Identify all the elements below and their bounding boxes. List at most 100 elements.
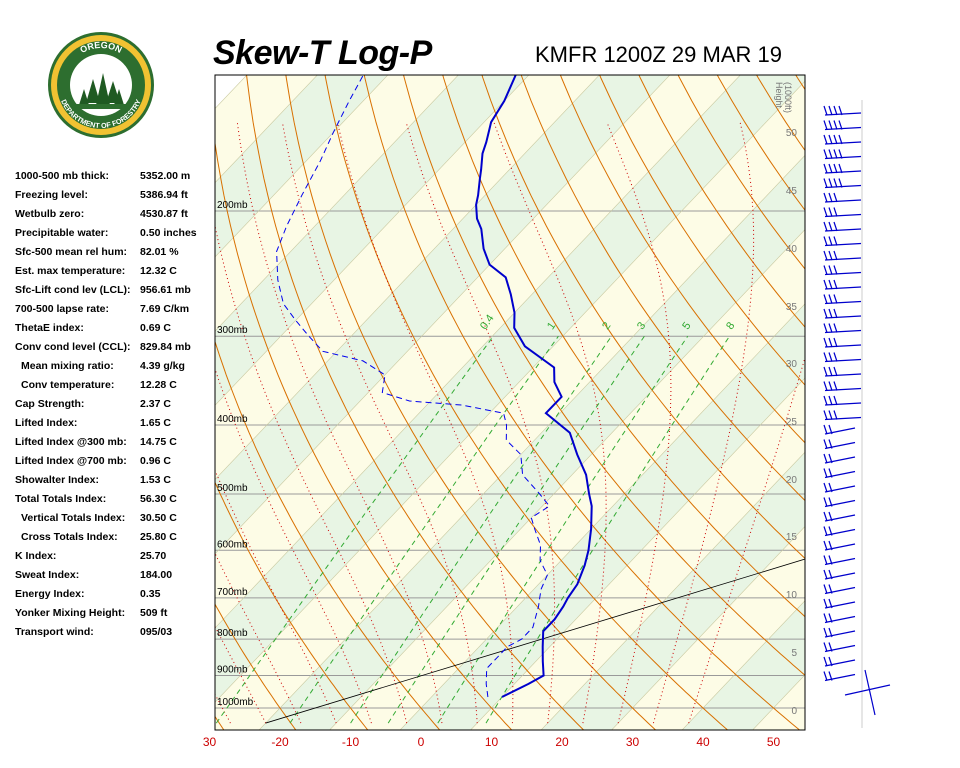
dry-adiabat <box>897 0 960 737</box>
wind-barb-flag <box>833 352 838 362</box>
temperature-tick-label: 10 <box>485 735 499 749</box>
stat-row: Sweat Index: 184.00 <box>15 568 215 587</box>
temperature-tick-label: -20 <box>271 735 289 749</box>
isotherm-line <box>215 80 805 703</box>
pressure-label: 700mb <box>217 587 248 598</box>
wind-barb <box>824 470 856 479</box>
wind-barb <box>824 373 862 377</box>
wind-barb-flag <box>833 178 838 188</box>
dry-adiabat <box>324 75 729 730</box>
stat-value: 30.50 C <box>140 512 177 524</box>
wind-barb-flag <box>828 163 833 174</box>
stat-value: 0.50 inches <box>140 227 197 239</box>
wind-barb-flag <box>823 453 828 464</box>
wind-barb-flag <box>838 149 843 159</box>
wind-barb <box>824 528 856 537</box>
wind-barb-flag <box>828 178 833 188</box>
stat-value: 0.96 C <box>140 455 171 467</box>
moist-adiabat <box>688 355 805 724</box>
stat-label: Cap Strength: <box>15 398 85 410</box>
mixing-ratio-line <box>437 335 689 724</box>
dry-adiabat <box>795 75 805 91</box>
isotherm-line <box>816 0 960 737</box>
moist-adiabat <box>606 122 672 724</box>
wind-barb-flag <box>823 178 828 188</box>
wind-barb-flag <box>823 627 828 638</box>
dry-adiabat <box>755 75 805 152</box>
pressure-label: 500mb <box>217 483 248 494</box>
stat-label: ThetaE index: <box>15 322 84 334</box>
height-axis-label: (1000ft) <box>783 82 793 113</box>
stat-value: 0.69 C <box>140 322 171 334</box>
pressure-label: 400mb <box>217 414 248 425</box>
stat-row: Total Totals Index: 56.30 C <box>15 492 215 511</box>
isotherm-band <box>400 303 805 730</box>
wind-barb-flag <box>823 221 828 232</box>
wind-barb-flag <box>823 149 828 159</box>
stat-row: Transport wind: 095/03 <box>15 625 215 644</box>
wind-barb-flag <box>823 395 828 406</box>
stat-label: 700-500 lapse rate: <box>15 303 109 315</box>
isotherm-band <box>215 81 805 730</box>
wind-barb <box>824 170 862 174</box>
wind-barb-flag <box>838 134 843 145</box>
pressure-label: 600mb <box>217 539 248 550</box>
wind-barb-flag <box>823 584 828 594</box>
stat-label: Lifted Index @300 mb: <box>15 436 127 448</box>
wind-barb <box>824 615 856 624</box>
pressure-label: 200mb <box>217 200 248 211</box>
wind-barb-flag <box>823 366 828 377</box>
mixing-ratio-label: 1 <box>545 320 558 332</box>
height-tick-label: 15 <box>786 532 798 543</box>
wind-barb-flag <box>828 192 833 203</box>
wind-barb-flag <box>833 279 838 290</box>
plot-frame <box>214 74 806 731</box>
stat-label: Vertical Totals Index: <box>21 512 126 524</box>
stat-label: Mean mixing ratio: <box>21 360 114 372</box>
stat-row: Cap Strength: 2.37 C <box>15 397 215 416</box>
wind-barb-flag <box>828 511 833 522</box>
wind-barb-flag <box>823 120 828 130</box>
isotherm-band <box>329 229 805 730</box>
height-tick-label: 0 <box>791 706 797 717</box>
isotherm-band <box>682 600 805 730</box>
wind-barb-flag <box>823 656 828 667</box>
wind-barb-flag <box>823 511 828 522</box>
stat-value: 12.28 C <box>140 379 177 391</box>
wind-barb-flag <box>823 468 828 478</box>
wind-barb <box>824 586 856 595</box>
wind-barb-flag <box>823 337 828 348</box>
stat-row: Est. max temperature: 12.32 C <box>15 264 215 283</box>
stat-row: Conv temperature: 12.28 C <box>15 378 215 397</box>
isotherm-line <box>681 600 805 730</box>
wind-barb-flag <box>838 178 843 188</box>
wind-barb-flag <box>823 439 828 449</box>
stat-row: 1000-500 mb thick: 5352.00 m <box>15 169 215 188</box>
mixing-ratio-label: 0.4 <box>478 313 497 332</box>
temperature-tick-label: 20 <box>555 735 569 749</box>
dry-adiabat <box>824 0 960 737</box>
dry-adiabat <box>246 75 585 730</box>
stat-label: Cross Totals Index: <box>21 531 118 543</box>
stat-label: Sfc-500 mean rel hum: <box>15 246 128 258</box>
isotherm-band <box>470 377 805 730</box>
wind-barb-flag <box>828 294 833 304</box>
stat-value: 1.65 C <box>140 417 171 429</box>
height-tick-label: 10 <box>786 590 798 601</box>
wind-barb-flag <box>833 337 838 348</box>
mixing-ratio-label: 3 <box>635 320 648 332</box>
wind-barb <box>824 228 862 232</box>
wind-barb-flag <box>833 149 838 159</box>
wind-barb-flag <box>828 482 833 493</box>
dry-adiabat <box>638 75 805 328</box>
wind-barb-flag <box>823 410 828 420</box>
stat-row: Lifted Index @300 mb: 14.75 C <box>15 435 215 454</box>
wind-barb-flag <box>828 337 833 348</box>
wind-barb-flag <box>828 120 833 130</box>
stat-row: Sfc-500 mean rel hum: 82.01 % <box>15 245 215 264</box>
wind-barb-flag <box>823 105 828 116</box>
stat-row: ThetaE index: 0.69 C <box>15 321 215 340</box>
stat-row: 700-500 lapse rate: 7.69 C/km <box>15 302 215 321</box>
stat-value: 14.75 C <box>140 436 177 448</box>
stat-value: 4.39 g/kg <box>140 360 185 372</box>
